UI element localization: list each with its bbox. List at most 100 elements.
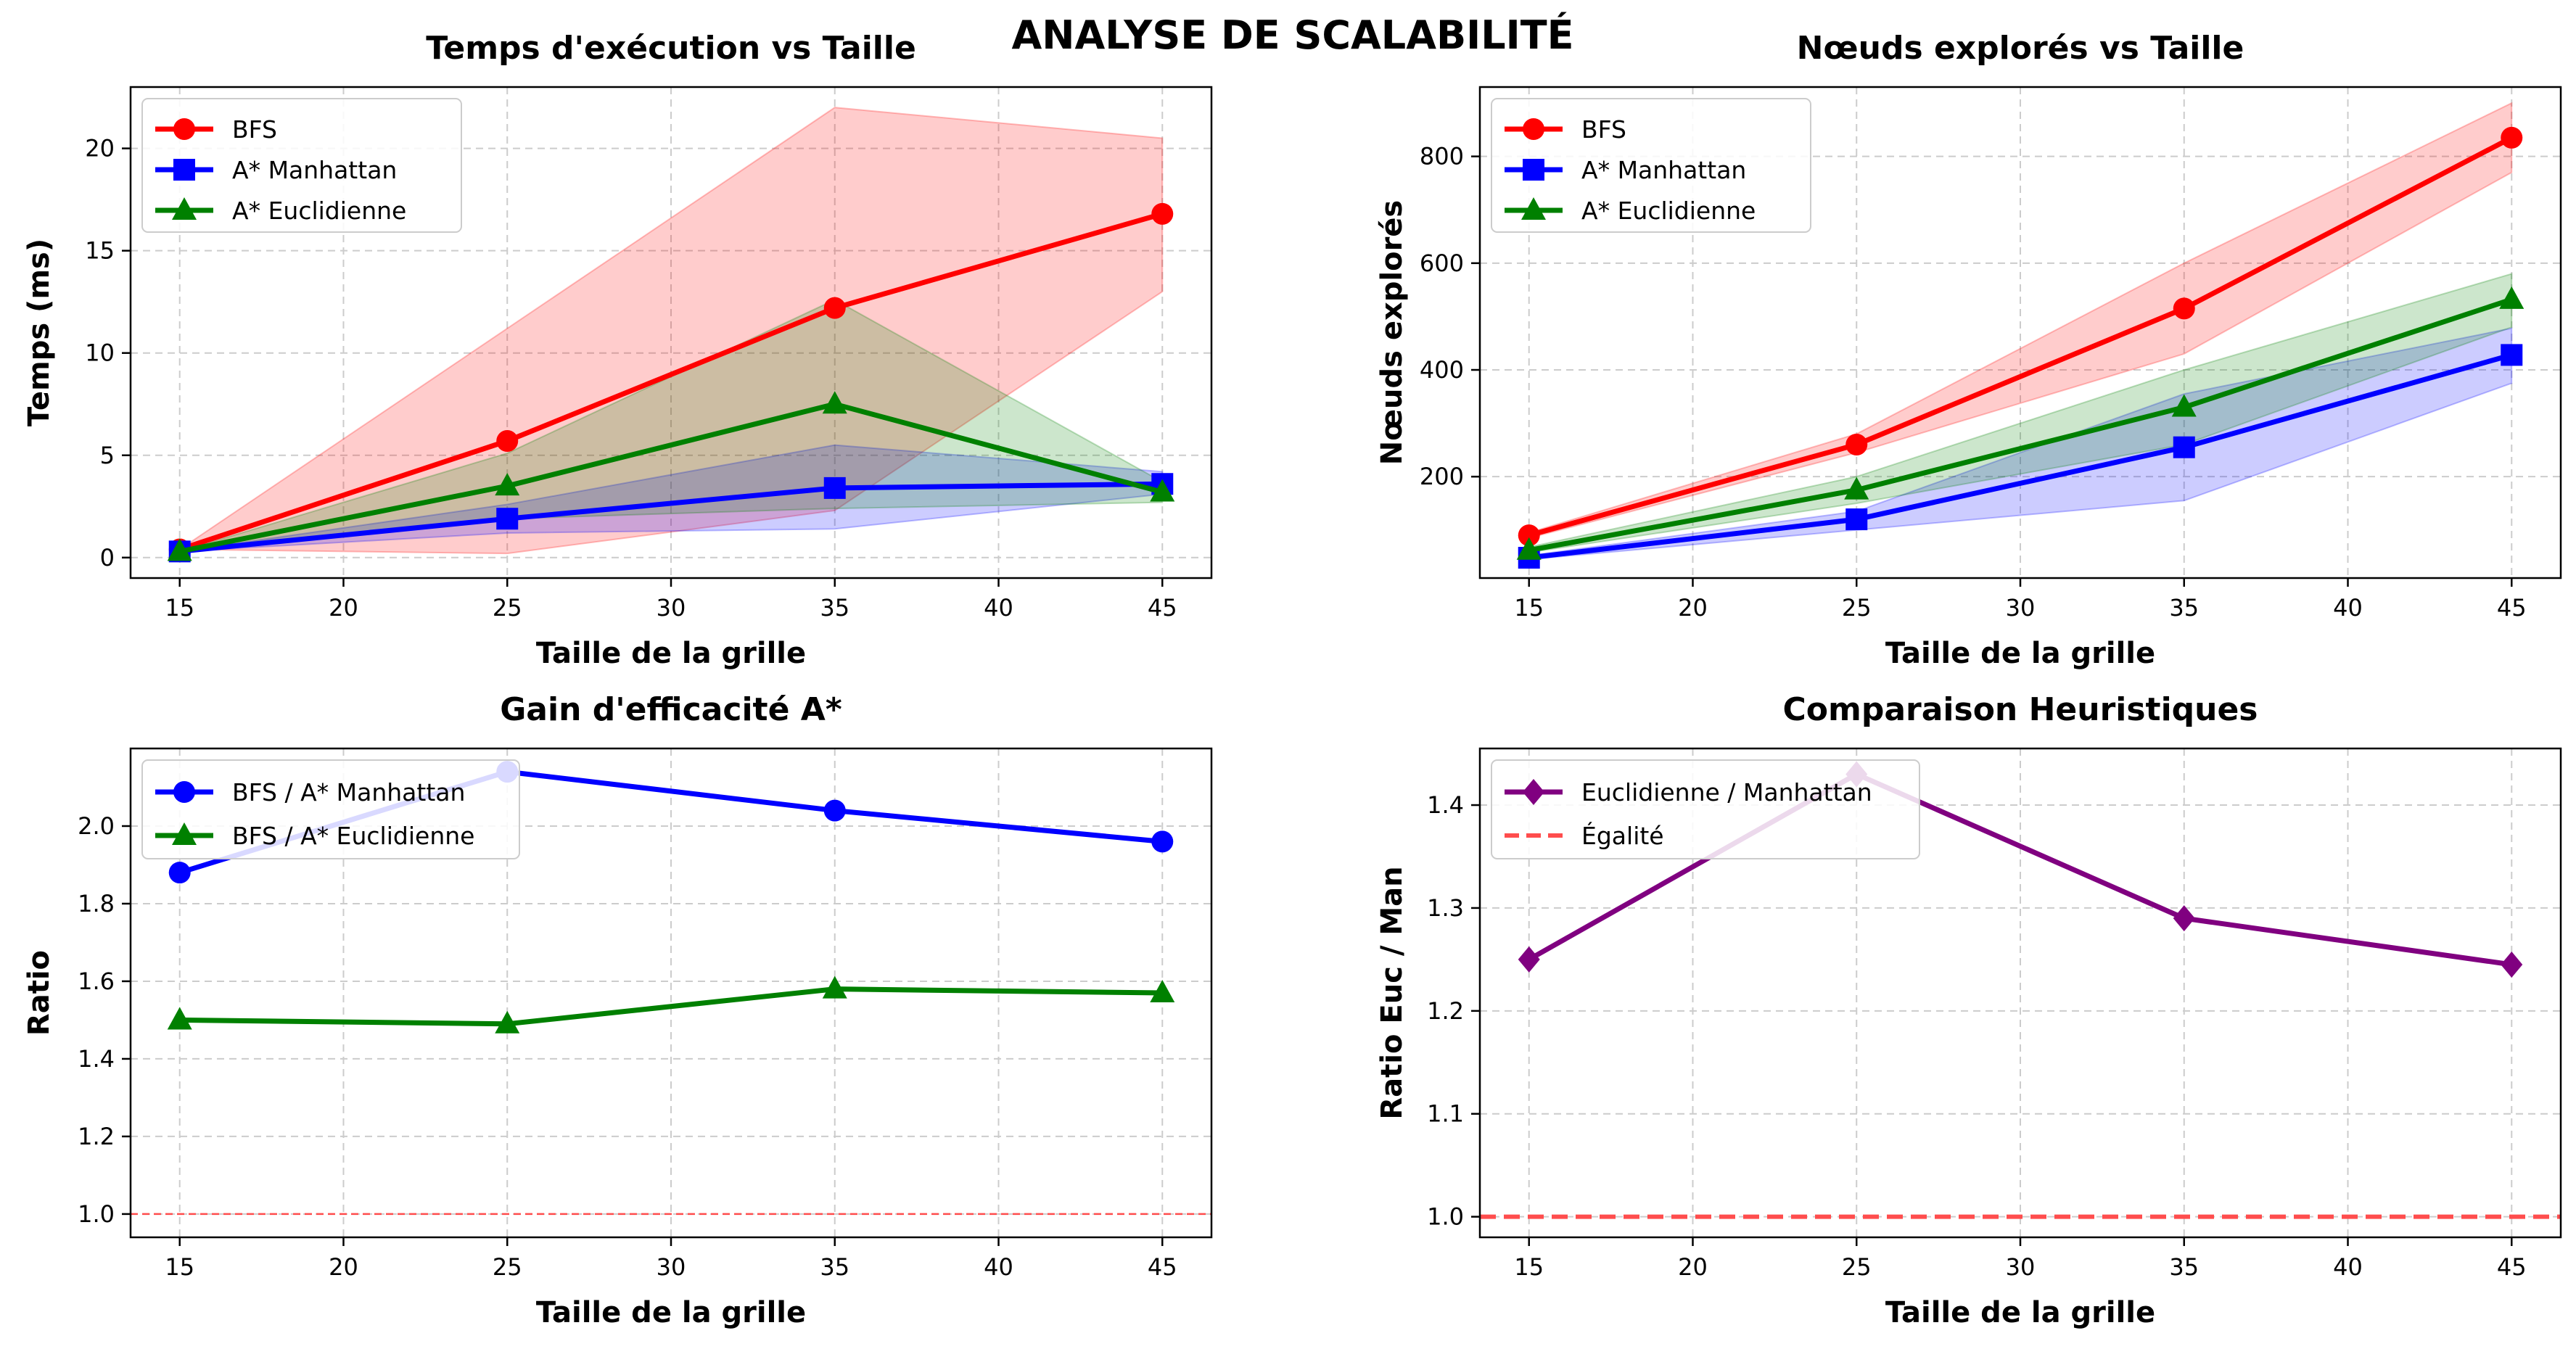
chart-title: Nœuds explorés vs Taille <box>1797 30 2244 67</box>
x-tick-label: 35 <box>2169 1253 2199 1281</box>
x-tick-label: 45 <box>2497 1253 2527 1281</box>
data-point-a-euclidienne <box>822 391 847 414</box>
x-tick-label: 20 <box>329 1253 358 1281</box>
y-tick-label: 1.4 <box>78 1045 115 1073</box>
legend-marker <box>1521 197 1546 220</box>
x-tick-label: 30 <box>2006 1253 2036 1281</box>
series-line-a-manhattan <box>179 481 1163 554</box>
legend-marker <box>172 822 197 845</box>
y-tick-label: 800 <box>1420 143 1464 170</box>
data-point-bfs-a-manhattan <box>1151 830 1174 853</box>
data-point-bfs-a-manhattan <box>823 799 846 822</box>
legend-label: A* Manhattan <box>232 156 397 184</box>
data-point-bfs-a-manhattan <box>168 862 191 884</box>
x-tick-label: 45 <box>1148 594 1177 622</box>
x-tick-label: 40 <box>2333 594 2363 622</box>
series-line-bfs <box>1528 135 2513 538</box>
gridlines <box>131 748 1211 1237</box>
legend-label: A* Euclidienne <box>1581 197 1756 225</box>
legend-label: BFS / A* Euclidienne <box>232 822 474 850</box>
x-tick-label: 40 <box>2333 1253 2363 1281</box>
data-point-bfs <box>823 297 846 319</box>
y-tick-label: 1.0 <box>78 1200 115 1228</box>
y-tick-label: 20 <box>85 135 115 162</box>
data-point-bfs <box>1845 434 1868 456</box>
x-tick-label: 15 <box>165 1253 194 1281</box>
legend-marker <box>173 781 195 803</box>
legend-label: Égalité <box>1581 821 1664 850</box>
series-line-bfs-a-euclidienne <box>179 986 1163 1027</box>
y-axis-label: Temps (ms) <box>22 239 56 426</box>
x-tick-label: 40 <box>984 1253 1013 1281</box>
x-tick-label: 35 <box>2169 594 2199 622</box>
y-tick-label: 15 <box>85 237 115 265</box>
y-tick-label: 1.8 <box>78 890 115 917</box>
x-tick-label: 35 <box>820 594 849 622</box>
x-tick-label: 30 <box>2006 594 2036 622</box>
x-tick-label: 45 <box>2497 594 2527 622</box>
x-tick-label: 25 <box>1842 1253 1872 1281</box>
data-point-a-manhattan <box>1845 508 1868 531</box>
data-point-a-euclidienne <box>1516 537 1542 560</box>
data-point-a-manhattan <box>496 508 519 530</box>
data-point-a-euclidienne <box>495 473 520 496</box>
plot-area <box>167 107 1175 563</box>
chart-1: 15 20 25 30 35 40 45 0 5 10 15 20 Temps d'exécution … <box>22 30 1213 670</box>
band-a-manhattan <box>1528 327 2513 561</box>
y-tick-label: 1.3 <box>1427 894 1464 922</box>
data-point-a-manhattan <box>2501 344 2523 366</box>
data-point-a-euclidienne <box>2499 286 2524 309</box>
legend-label: BFS / A* Manhattan <box>232 778 465 806</box>
data-point-bfs <box>496 430 519 453</box>
y-tick-label: 200 <box>1420 463 1464 490</box>
x-tick-label: 15 <box>165 594 194 622</box>
figure-suptitle: ANALYSE DE SCALABILITÉ <box>1012 12 1574 58</box>
data-point-euclidienne-manhattan <box>2501 951 2523 978</box>
x-axis-label: Taille de la grille <box>1885 1296 2155 1329</box>
x-tick-label: 25 <box>493 594 522 622</box>
data-point-a-euclidienne <box>167 538 192 561</box>
legend: Euclidienne / Manhattan Égalité <box>1491 759 1920 859</box>
y-tick-label: 1.0 <box>1427 1203 1464 1231</box>
x-tick-label: 30 <box>657 594 686 622</box>
legend-marker <box>173 118 195 140</box>
y-tick-label: 1.2 <box>78 1123 115 1150</box>
legend-box <box>141 98 462 233</box>
chart-3: 15 20 25 30 35 40 45 1.0 1.2 1.4 1.6 1.8 2.0 Gain d'e… <box>22 691 1213 1329</box>
legend-label: A* Manhattan <box>1581 156 1746 184</box>
chart-title: Gain d'efficacité A* <box>500 691 842 728</box>
data-point-euclidienne-manhattan <box>1518 946 1540 973</box>
plot-area <box>1480 761 2561 1219</box>
y-tick-label: 5 <box>100 442 115 469</box>
series-line-bfs <box>178 211 1164 552</box>
legend-marker <box>1523 159 1544 181</box>
legend-box <box>1491 98 1811 233</box>
y-tick-label: 400 <box>1420 356 1464 384</box>
band-a-euclidienne <box>1528 273 2513 553</box>
legend-label: BFS <box>1581 115 1626 144</box>
plot-area <box>1516 102 2524 569</box>
legend: BFS A* Manhattan A* Euclidienne <box>141 98 462 233</box>
data-point-a-euclidienne <box>2171 394 2197 417</box>
x-tick-label: 15 <box>1514 594 1544 622</box>
data-point-bfs <box>1518 524 1540 547</box>
legend-marker <box>173 159 195 181</box>
chart-title: Comparaison Heuristiques <box>1782 691 2258 728</box>
legend-label: Euclidienne / Manhattan <box>1581 778 1872 806</box>
legend-box <box>141 759 520 859</box>
data-point-bfs <box>2173 297 2195 320</box>
x-axis-label: Taille de la grille <box>1885 637 2155 670</box>
y-tick-label: 600 <box>1420 249 1464 277</box>
data-point-a-euclidienne <box>1150 479 1175 502</box>
series-line-a-euclidienne <box>1528 297 2513 553</box>
legend-marker <box>1523 118 1544 140</box>
chart-title: Temps d'exécution vs Taille <box>426 30 916 67</box>
y-tick-label: 2.0 <box>78 812 115 840</box>
legend-marker <box>172 197 197 220</box>
legend: BFS / A* Manhattan BFS / A* Euclidienne <box>141 759 520 859</box>
x-tick-label: 40 <box>984 594 1013 622</box>
x-tick-label: 20 <box>1678 1253 1708 1281</box>
band-bfs <box>1528 102 2513 540</box>
chart-2: 15 20 25 30 35 40 45 200 400 600 800 Nœuds explorés… <box>1375 30 2562 670</box>
